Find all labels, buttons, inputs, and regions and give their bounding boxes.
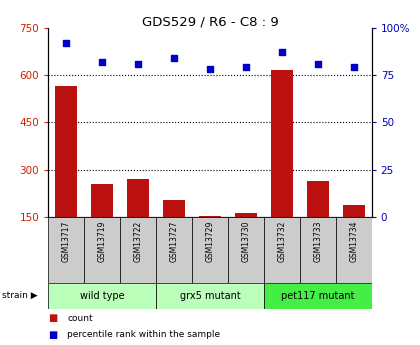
- Text: GDS529 / R6 - C8 : 9: GDS529 / R6 - C8 : 9: [142, 16, 278, 29]
- Point: [99, 59, 105, 65]
- Text: wild type: wild type: [80, 291, 124, 301]
- Bar: [228, 217, 264, 283]
- Bar: [163, 200, 185, 265]
- Bar: [192, 217, 228, 283]
- Text: GSM13729: GSM13729: [205, 221, 215, 262]
- Text: ■: ■: [48, 314, 58, 323]
- Bar: [84, 217, 120, 283]
- Text: GSM13730: GSM13730: [241, 221, 250, 262]
- Text: ■: ■: [48, 330, 58, 339]
- Bar: [199, 216, 221, 265]
- Text: grx5 mutant: grx5 mutant: [180, 291, 240, 301]
- Point: [243, 65, 249, 70]
- Bar: [307, 181, 328, 265]
- Text: GSM13722: GSM13722: [134, 221, 143, 262]
- Point: [350, 65, 357, 70]
- Text: GSM13733: GSM13733: [313, 221, 322, 262]
- Text: percentile rank within the sample: percentile rank within the sample: [67, 330, 220, 339]
- Text: GSM13732: GSM13732: [277, 221, 286, 262]
- Bar: [271, 70, 293, 265]
- Text: pet117 mutant: pet117 mutant: [281, 291, 354, 301]
- Bar: [336, 217, 372, 283]
- Bar: [48, 217, 84, 283]
- Bar: [48, 283, 156, 309]
- Text: strain ▶: strain ▶: [2, 291, 38, 300]
- Bar: [264, 217, 300, 283]
- Bar: [264, 283, 372, 309]
- Bar: [156, 217, 192, 283]
- Text: GSM13717: GSM13717: [62, 221, 71, 262]
- Bar: [156, 283, 264, 309]
- Bar: [343, 205, 365, 265]
- Text: GSM13727: GSM13727: [170, 221, 178, 262]
- Point: [63, 40, 70, 46]
- Bar: [300, 217, 336, 283]
- Point: [171, 55, 177, 61]
- Text: GSM13719: GSM13719: [98, 221, 107, 262]
- Bar: [92, 184, 113, 265]
- Bar: [55, 86, 77, 265]
- Bar: [127, 179, 149, 265]
- Bar: [235, 213, 257, 265]
- Point: [207, 67, 213, 72]
- Text: count: count: [67, 314, 93, 323]
- Bar: [120, 217, 156, 283]
- Point: [278, 49, 285, 55]
- Point: [315, 61, 321, 66]
- Point: [135, 61, 142, 66]
- Text: GSM13734: GSM13734: [349, 221, 358, 262]
